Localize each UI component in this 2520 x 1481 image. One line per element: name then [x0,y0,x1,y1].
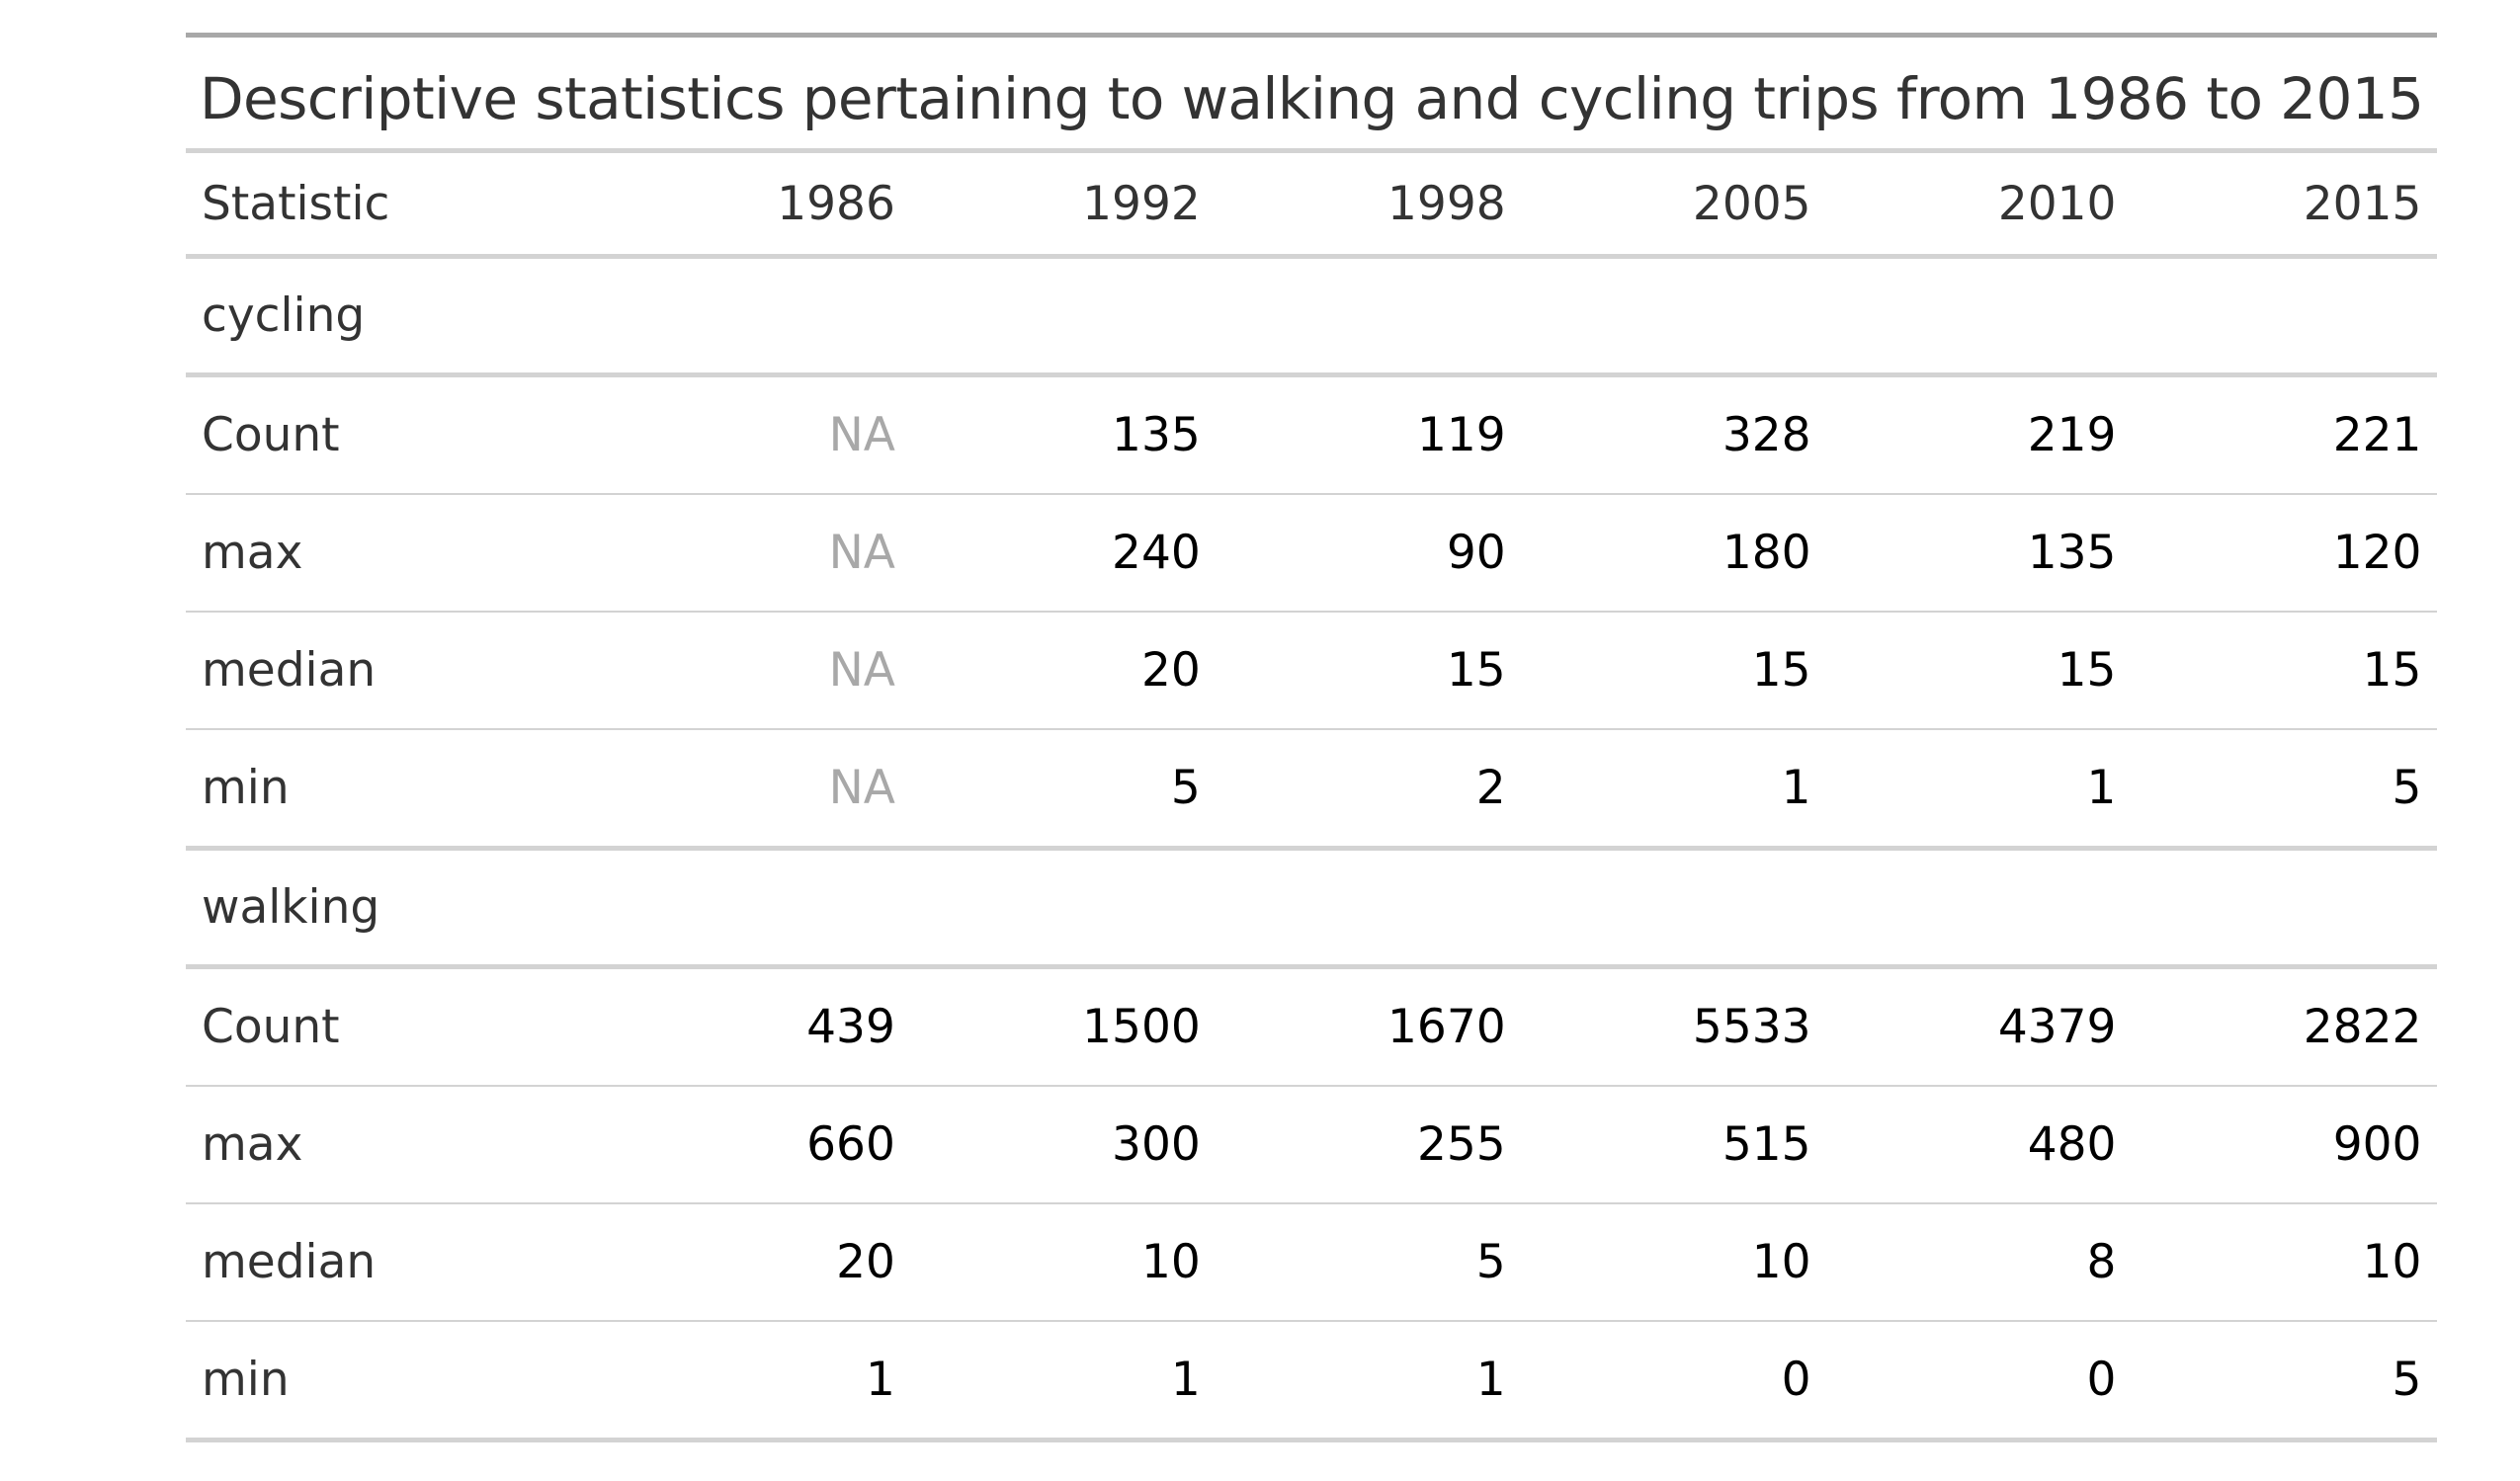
table-caption: Descriptive statistics pertaining to wal… [186,33,2438,153]
value-cell: 255 [1216,1086,1522,1204]
value-cell: 20 [910,612,1217,730]
value-cell: 8 [1826,1203,2133,1322]
value-cell: 219 [1826,374,2133,495]
table-row: median NA 20 15 15 15 15 [186,612,2438,730]
statistic-label: median [186,612,606,730]
value-cell: 300 [910,1086,1217,1204]
value-cell: 1 [605,1321,911,1442]
value-cell: 5 [1216,1203,1522,1322]
table-body: cycling Count NA 135 119 328 219 221 max… [186,256,2438,1442]
value-cell: 1 [1216,1321,1522,1442]
value-cell: 1 [910,1321,1217,1442]
value-cell: NA [605,729,911,851]
value-cell: 0 [1521,1321,1827,1442]
value-cell: 15 [2132,612,2438,730]
value-cell: 135 [910,374,1217,495]
value-cell: 5 [2132,1321,2438,1442]
value-cell: 5 [910,729,1217,851]
statistic-label: Count [186,966,606,1087]
value-cell: 90 [1216,494,1522,613]
value-cell: 240 [910,494,1217,613]
value-cell: 1500 [910,966,1217,1087]
value-cell: 5533 [1521,966,1827,1087]
value-cell: 660 [605,1086,911,1204]
value-cell: 20 [605,1203,911,1322]
value-cell: 10 [2132,1203,2438,1322]
column-header-2005: 2005 [1521,153,1827,259]
table-row: max 660 300 255 515 480 900 [186,1086,2438,1204]
value-cell: 439 [605,966,911,1087]
value-cell: NA [605,494,911,613]
column-header-2015: 2015 [2132,153,2438,259]
value-cell: 15 [1216,612,1522,730]
statistic-label: median [186,1203,606,1322]
group-row-walking: walking [186,848,2438,969]
value-cell: 900 [2132,1086,2438,1204]
value-cell: 5 [2132,729,2438,851]
statistic-label: Count [186,374,606,495]
table-header: Statistic 1986 1992 1998 2005 2010 2015 [186,153,2438,259]
header-row: Statistic 1986 1992 1998 2005 2010 2015 [186,153,2438,259]
table-row: Count NA 135 119 328 219 221 [186,374,2438,495]
value-cell: 1 [1521,729,1827,851]
column-header-1998: 1998 [1216,153,1522,259]
value-cell: 135 [1826,494,2133,613]
value-cell: 4379 [1826,966,2133,1087]
group-label: cycling [186,256,2438,377]
value-cell: 515 [1521,1086,1827,1204]
value-cell: 119 [1216,374,1522,495]
value-cell: 328 [1521,374,1827,495]
table-row: min NA 5 2 1 1 5 [186,729,2438,851]
statistic-label: min [186,729,606,851]
table-row: min 1 1 1 0 0 5 [186,1321,2438,1442]
value-cell: 0 [1826,1321,2133,1442]
statistic-label: max [186,1086,606,1204]
value-cell: 120 [2132,494,2438,613]
value-cell: 15 [1826,612,2133,730]
column-header-statistic: Statistic [186,153,606,259]
statistic-label: min [186,1321,606,1442]
group-row-cycling: cycling [186,256,2438,377]
column-header-1992: 1992 [910,153,1217,259]
value-cell: 2 [1216,729,1522,851]
value-cell: 2822 [2132,966,2438,1087]
group-label: walking [186,848,2438,969]
value-cell: 10 [910,1203,1217,1322]
statistics-table: Descriptive statistics pertaining to wal… [186,33,2438,1442]
value-cell: 480 [1826,1086,2133,1204]
value-cell: 10 [1521,1203,1827,1322]
table-row: median 20 10 5 10 8 10 [186,1203,2438,1322]
value-cell: 180 [1521,494,1827,613]
value-cell: NA [605,374,911,495]
value-cell: 1 [1826,729,2133,851]
value-cell: 221 [2132,374,2438,495]
column-header-1986: 1986 [605,153,911,259]
table-row: Count 439 1500 1670 5533 4379 2822 [186,966,2438,1087]
value-cell: 1670 [1216,966,1522,1087]
value-cell: 15 [1521,612,1827,730]
statistics-table-container: Descriptive statistics pertaining to wal… [186,33,2438,1442]
table-row: max NA 240 90 180 135 120 [186,494,2438,613]
statistic-label: max [186,494,606,613]
value-cell: NA [605,612,911,730]
column-header-2010: 2010 [1826,153,2133,259]
